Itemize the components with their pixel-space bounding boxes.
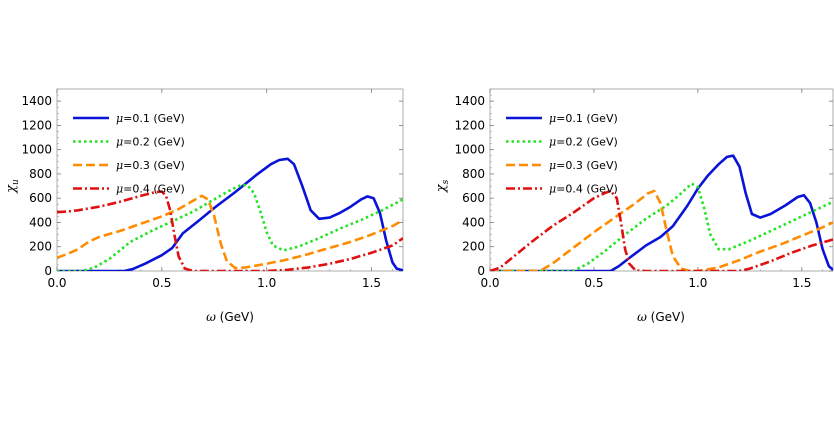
y-tick-label: 1000: [21, 143, 52, 157]
x-tick-label: 1.5: [792, 276, 811, 290]
y-tick-label: 1400: [454, 94, 485, 108]
series-line-1: [57, 157, 403, 271]
series-line-2: [57, 183, 403, 271]
x-tick-label: 1.0: [257, 276, 276, 290]
y-tick-label: 1200: [454, 118, 485, 132]
y-tick-label: 1400: [21, 94, 52, 108]
x-tick-label: 0.5: [152, 276, 171, 290]
series-line-3: [57, 194, 403, 270]
legend-label-4: μ=0.4 (GeV): [549, 183, 618, 196]
y-axis-label: χu: [4, 179, 21, 194]
y-tick-label: 200: [29, 240, 52, 254]
legend-label-4: μ=0.4 (GeV): [116, 183, 185, 196]
x-tick-label: 1.0: [688, 276, 707, 290]
series-line-3: [490, 189, 833, 271]
legend-label-1: μ=0.1 (GeV): [549, 112, 618, 125]
y-tick-label: 400: [462, 215, 485, 229]
y-axis-label: χs: [434, 179, 451, 193]
series-line-4: [490, 189, 833, 271]
legend-label-2: μ=0.2 (GeV): [116, 136, 185, 149]
series-line-2: [490, 182, 833, 271]
y-tick-label: 600: [462, 191, 485, 205]
y-tick-label: 0: [44, 264, 52, 278]
y-tick-label: 800: [29, 167, 52, 181]
legend-label-3: μ=0.3 (GeV): [549, 159, 618, 172]
series-line-4: [57, 190, 403, 271]
legend-label-2: μ=0.2 (GeV): [549, 136, 618, 149]
x-axis-label: ω (GeV): [637, 310, 685, 324]
x-tick-label: 0.5: [584, 276, 603, 290]
y-tick-label: 400: [29, 215, 52, 229]
x-tick-label: 0.0: [47, 276, 66, 290]
legend: μ=0.1 (GeV) μ=0.2 (GeV) μ=0.3 (GeV) μ=0.4 (…: [73, 112, 185, 196]
y-tick-label: 200: [462, 240, 485, 254]
x-axis-label: ω (GeV): [206, 310, 254, 324]
x-tick-label: 0.0: [480, 276, 499, 290]
chart-panel-chi-s: 0 200 400 600 800 1000 1200 1400 0.0 0.5 1.0 1.5 μ=…: [434, 88, 834, 324]
y-tick-label: 1000: [454, 143, 485, 157]
y-tick-label: 600: [29, 191, 52, 205]
y-tick-label: 800: [462, 167, 485, 181]
legend-label-1: μ=0.1 (GeV): [116, 112, 185, 125]
y-tick-label: 1200: [21, 118, 52, 132]
plot-frame: [56, 88, 404, 272]
legend: μ=0.1 (GeV) μ=0.2 (GeV) μ=0.3 (GeV) μ=0.4 (…: [506, 112, 618, 196]
series-line-1: [490, 154, 833, 271]
y-tick-label: 0: [477, 264, 485, 278]
chart-panel-chi-u: 0 200 400 600 800 1000 1200 1400 0.0 0.5 1.0 1.5 μ=…: [4, 88, 404, 324]
legend-label-3: μ=0.3 (GeV): [116, 159, 185, 172]
x-tick-label: 1.5: [362, 276, 381, 290]
